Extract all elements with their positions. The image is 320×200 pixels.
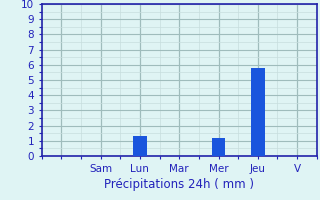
Bar	[133, 136, 147, 156]
Bar	[251, 68, 265, 156]
Bar	[212, 138, 225, 156]
X-axis label: Précipitations 24h ( mm ): Précipitations 24h ( mm )	[104, 178, 254, 191]
